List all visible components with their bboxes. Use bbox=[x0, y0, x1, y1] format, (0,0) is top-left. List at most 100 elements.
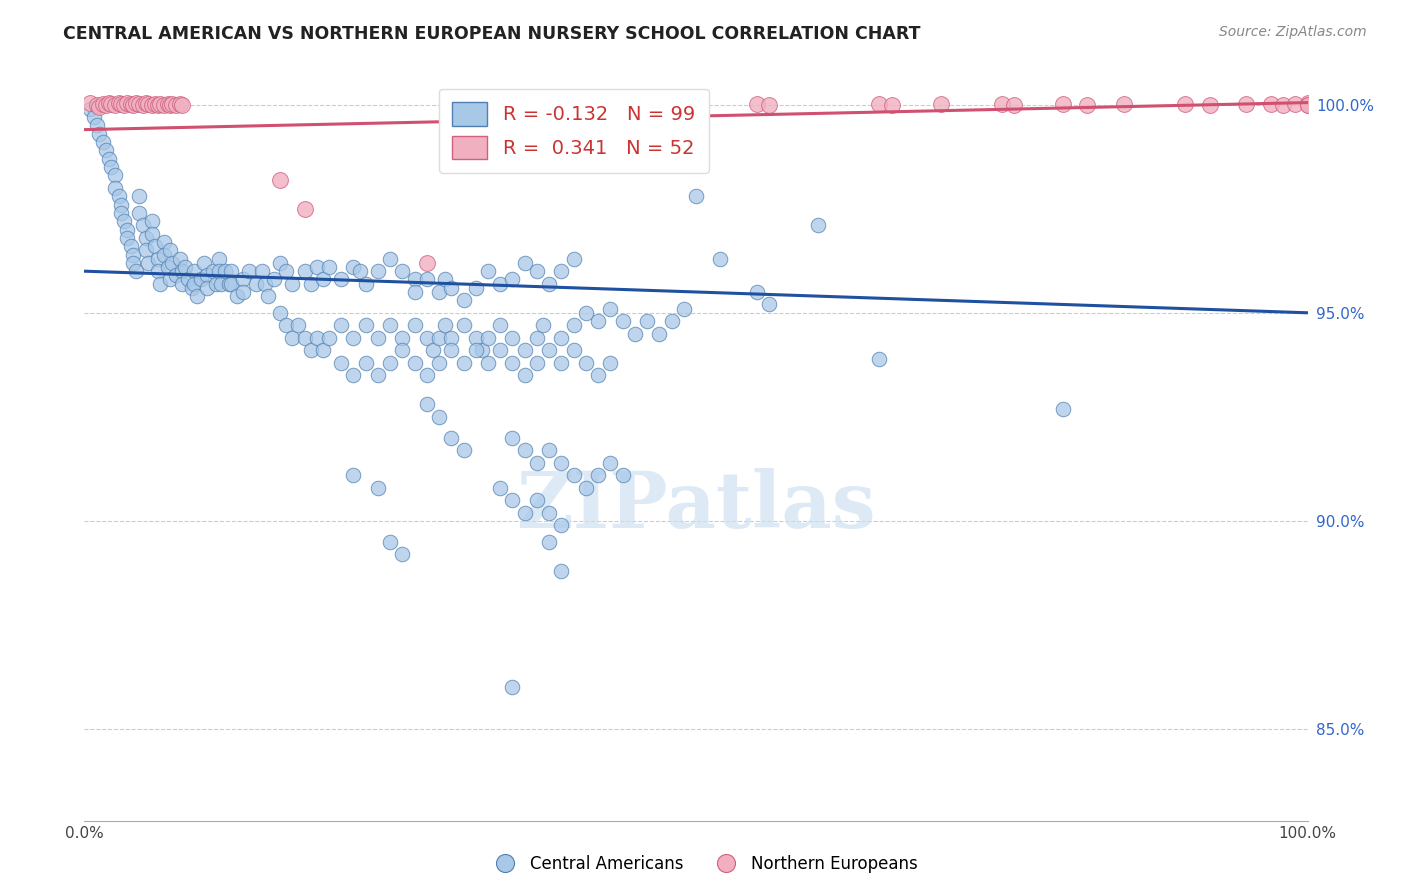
Point bbox=[502, 356, 524, 370]
Point bbox=[107, 95, 129, 110]
Point bbox=[747, 285, 769, 299]
Point bbox=[83, 110, 105, 124]
Point bbox=[391, 343, 413, 358]
Point bbox=[464, 343, 486, 358]
Point bbox=[404, 272, 426, 286]
Point bbox=[612, 314, 634, 328]
Point bbox=[477, 356, 499, 370]
Point bbox=[281, 331, 304, 345]
Point bbox=[869, 351, 891, 366]
Point bbox=[330, 318, 353, 333]
Point bbox=[416, 331, 439, 345]
Point bbox=[186, 289, 208, 303]
Point bbox=[1002, 98, 1025, 112]
Point bbox=[513, 343, 536, 358]
Point bbox=[1174, 96, 1197, 111]
Point bbox=[128, 96, 150, 111]
Point bbox=[575, 306, 598, 320]
Point bbox=[104, 169, 127, 183]
Point bbox=[172, 277, 194, 291]
Point bbox=[269, 306, 291, 320]
Point bbox=[201, 264, 224, 278]
Point bbox=[162, 256, 184, 270]
Point bbox=[299, 343, 322, 358]
Point bbox=[195, 268, 218, 283]
Point bbox=[136, 96, 159, 111]
Point bbox=[427, 409, 450, 424]
Point bbox=[342, 331, 364, 345]
Point bbox=[330, 272, 353, 286]
Point bbox=[1052, 96, 1074, 111]
Point bbox=[312, 272, 335, 286]
Text: ZIPatlas: ZIPatlas bbox=[516, 468, 876, 544]
Point bbox=[107, 189, 129, 203]
Point bbox=[453, 356, 475, 370]
Point bbox=[502, 272, 524, 286]
Point bbox=[294, 331, 316, 345]
Point bbox=[135, 244, 157, 258]
Point bbox=[599, 456, 621, 470]
Point bbox=[86, 98, 108, 112]
Point bbox=[367, 368, 389, 383]
Point bbox=[526, 264, 548, 278]
Point bbox=[294, 264, 316, 278]
Point bbox=[146, 264, 169, 278]
Point bbox=[110, 96, 132, 111]
Point bbox=[464, 281, 486, 295]
Point bbox=[477, 331, 499, 345]
Point bbox=[276, 318, 298, 333]
Point bbox=[526, 456, 548, 470]
Point bbox=[318, 260, 340, 274]
Point bbox=[538, 534, 561, 549]
Point bbox=[502, 431, 524, 445]
Point bbox=[169, 96, 191, 111]
Point bbox=[79, 95, 101, 110]
Point bbox=[276, 264, 298, 278]
Point bbox=[391, 331, 413, 345]
Point bbox=[427, 285, 450, 299]
Point bbox=[636, 314, 658, 328]
Point bbox=[586, 468, 609, 483]
Point bbox=[112, 214, 135, 228]
Point bbox=[132, 98, 155, 112]
Point bbox=[100, 96, 122, 111]
Point bbox=[1236, 96, 1258, 111]
Point bbox=[929, 96, 952, 111]
Point bbox=[181, 281, 204, 295]
Point bbox=[238, 264, 260, 278]
Legend: R = -0.132   N = 99, R =  0.341   N = 52: R = -0.132 N = 99, R = 0.341 N = 52 bbox=[439, 88, 709, 173]
Point bbox=[599, 301, 621, 316]
Text: Source: ZipAtlas.com: Source: ZipAtlas.com bbox=[1219, 25, 1367, 39]
Point bbox=[141, 227, 163, 241]
Point bbox=[97, 95, 120, 110]
Point bbox=[128, 206, 150, 220]
Point bbox=[254, 277, 277, 291]
Point bbox=[440, 431, 463, 445]
Point bbox=[318, 331, 340, 345]
Point bbox=[263, 272, 285, 286]
Point bbox=[208, 264, 231, 278]
Point bbox=[991, 96, 1014, 111]
Point bbox=[489, 481, 512, 495]
Point bbox=[172, 98, 194, 112]
Point bbox=[349, 264, 371, 278]
Point bbox=[141, 98, 163, 112]
Point bbox=[709, 252, 731, 266]
Point bbox=[218, 277, 240, 291]
Point bbox=[404, 285, 426, 299]
Point bbox=[440, 331, 463, 345]
Point bbox=[880, 98, 903, 112]
Point bbox=[550, 518, 572, 533]
Point bbox=[354, 356, 377, 370]
Point bbox=[287, 318, 309, 333]
Point bbox=[685, 189, 707, 203]
Legend: Central Americans, Northern Europeans: Central Americans, Northern Europeans bbox=[482, 848, 924, 880]
Point bbox=[531, 318, 554, 333]
Point bbox=[416, 368, 439, 383]
Point bbox=[1296, 98, 1319, 112]
Point bbox=[153, 247, 176, 261]
Point bbox=[586, 314, 609, 328]
Point bbox=[96, 98, 118, 112]
Point bbox=[156, 96, 179, 111]
Point bbox=[453, 443, 475, 458]
